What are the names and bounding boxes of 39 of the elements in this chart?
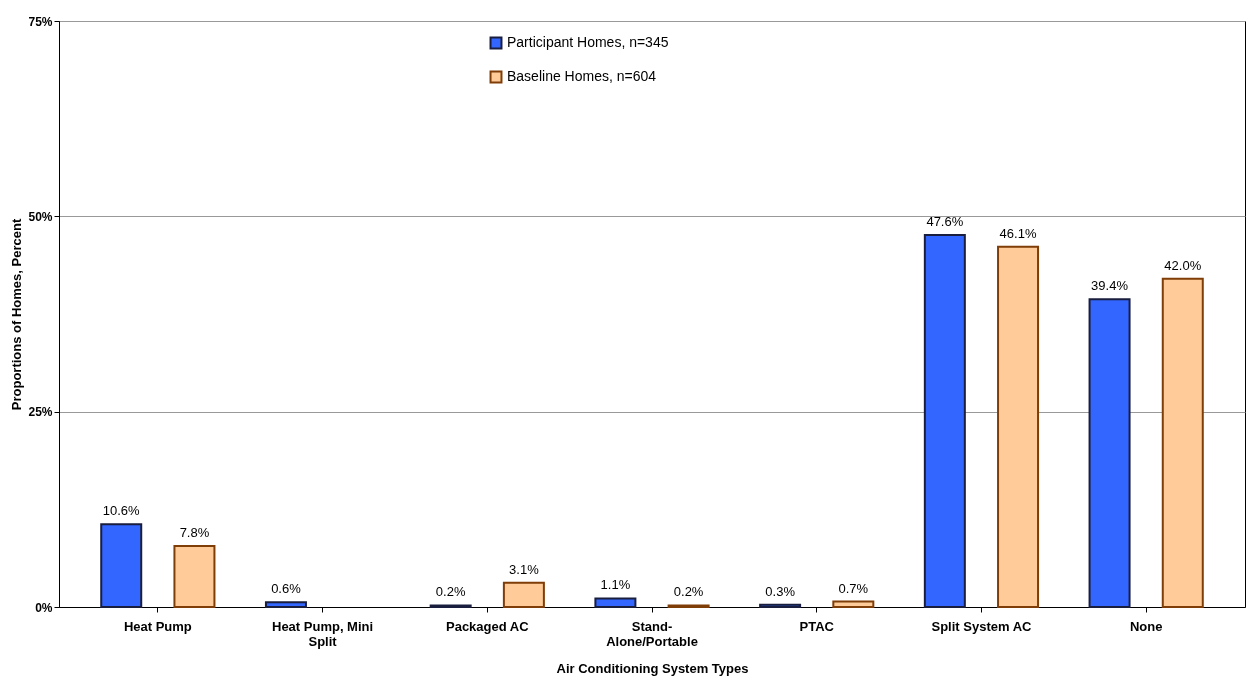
data-label: 46.1% xyxy=(999,225,1037,241)
y-tick-label: 50% xyxy=(28,209,53,224)
x-tick-label: Split System AC xyxy=(931,618,1033,634)
bar xyxy=(502,581,545,608)
data-label: 0.7% xyxy=(838,580,869,596)
data-label: 1.1% xyxy=(600,577,631,593)
x-axis-title: Air Conditioning System Types xyxy=(556,660,749,676)
bar xyxy=(100,523,143,608)
bar xyxy=(759,603,802,608)
bar xyxy=(997,245,1040,608)
x-tick-label: PTAC xyxy=(799,618,835,634)
x-tick-label: Heat Pump, Mini Split xyxy=(271,618,374,649)
legend-label: Participant Homes, n=345 xyxy=(507,34,669,50)
data-label: 42.0% xyxy=(1164,257,1202,273)
y-axis-title: Proportions of Homes, Percent xyxy=(9,218,25,411)
data-label: 0.6% xyxy=(271,581,302,597)
data-label: 3.1% xyxy=(509,561,540,577)
bar xyxy=(594,597,637,608)
bar xyxy=(923,234,966,608)
x-tick-label: Packaged AC xyxy=(445,618,530,634)
bar xyxy=(832,600,875,608)
bar xyxy=(1161,277,1204,608)
x-tick-label: Heat Pump xyxy=(123,618,192,634)
bar xyxy=(264,601,307,608)
bar xyxy=(1088,298,1131,608)
y-tick-label: 75% xyxy=(28,14,53,29)
data-label: 39.4% xyxy=(1091,278,1129,294)
data-label: 0.3% xyxy=(765,583,796,599)
x-tick-label: Stand-Alone/Portable xyxy=(606,618,698,649)
y-tick-label: 0% xyxy=(35,600,53,615)
legend-label: Baseline Homes, n=604 xyxy=(507,68,657,84)
x-tick-label: None xyxy=(1129,618,1163,634)
data-label: 0.2% xyxy=(435,584,466,600)
data-label: 7.8% xyxy=(179,525,210,541)
y-tick-label: 25% xyxy=(28,405,53,420)
data-label: 0.2% xyxy=(673,584,704,600)
bar xyxy=(173,545,216,608)
data-label: 47.6% xyxy=(926,214,964,230)
data-label: 10.6% xyxy=(102,503,141,519)
